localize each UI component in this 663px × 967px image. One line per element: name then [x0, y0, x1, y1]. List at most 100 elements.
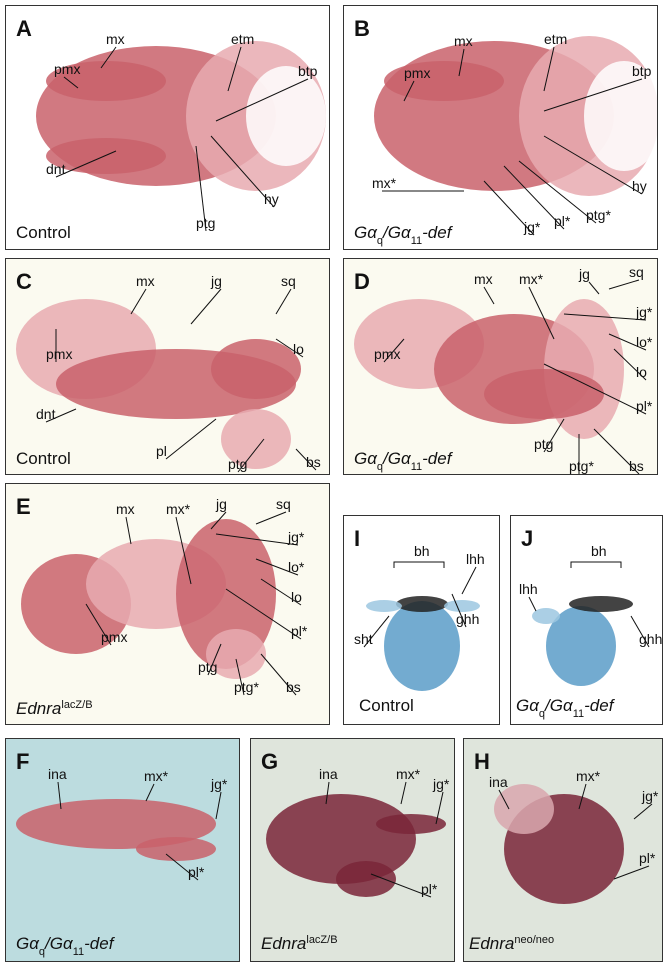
caption-part: -def — [84, 934, 116, 953]
specimen — [484, 369, 604, 419]
annotation-label: bs — [629, 458, 644, 474]
pointer-line — [529, 597, 536, 611]
panel-caption: EdnralacZ/B — [261, 934, 338, 953]
annotation-label: mx* — [372, 175, 397, 191]
pointer-line — [166, 419, 216, 459]
specimen — [569, 596, 633, 612]
annotation-label: pmx — [54, 61, 80, 77]
annotation-label: dnt — [36, 406, 56, 422]
annotation-label: hy — [632, 178, 647, 194]
annotation-label: lo — [636, 364, 647, 380]
specimen — [376, 814, 446, 834]
annotation-label: lo* — [636, 334, 653, 350]
panel-caption: Control — [16, 223, 71, 242]
caption-part: lacZ/B — [306, 934, 337, 946]
caption-part: /Gα — [382, 223, 412, 242]
annotation-label: ptg* — [234, 679, 259, 695]
annotation-label: ptg — [196, 215, 215, 231]
panel-letter: J — [521, 526, 533, 551]
bracket — [394, 562, 444, 568]
caption-part: Gα — [354, 449, 378, 468]
caption-part: -def — [422, 223, 454, 242]
panel-caption: Gαq/Gα11-def — [354, 223, 454, 247]
panel-caption: Ednraneo/neo — [469, 934, 554, 953]
pointer-line — [126, 517, 131, 544]
pointer-line — [276, 289, 291, 314]
annotation-label: jg* — [287, 529, 305, 545]
caption-part: Control — [359, 696, 414, 715]
specimen — [396, 596, 448, 612]
annotation-label: jg* — [210, 776, 228, 792]
annotation-label: lhh — [466, 551, 485, 567]
annotation-label: mx* — [576, 768, 601, 784]
annotation-label: etm — [544, 31, 567, 47]
panel-letter: A — [16, 16, 32, 41]
annotation-label: pmx — [46, 346, 72, 362]
caption-part: neo/neo — [514, 934, 554, 946]
caption-part: Gα — [516, 696, 540, 715]
annotation-label: mx — [106, 31, 125, 47]
pointer-line — [609, 280, 639, 289]
specimen — [246, 66, 326, 166]
annotation-label: lhh — [519, 581, 538, 597]
annotation-label: sht — [354, 631, 373, 647]
specimen — [366, 600, 402, 612]
pointer-line — [484, 287, 494, 304]
annotation-label: mx — [474, 271, 493, 287]
panel: IbhlhhshtghhControl — [343, 515, 500, 725]
annotation-label: ghh — [639, 631, 662, 647]
annotation-label: ptg — [228, 456, 247, 472]
annotation-label: pl* — [291, 623, 308, 639]
annotation-label: ptg* — [586, 207, 611, 223]
pointer-line — [589, 282, 599, 294]
annotation-label: mx* — [166, 501, 191, 517]
specimen — [211, 339, 301, 399]
annotation-label: dnt — [46, 161, 66, 177]
annotation-label: jg* — [635, 304, 653, 320]
panel-image: Dmxmx*jgsqjg*lo*lopmxpl*ptgptg*bsGαq/Gα1… — [344, 259, 657, 474]
annotation-label: pl — [156, 443, 167, 459]
pointer-line — [256, 512, 286, 524]
caption-part: -def — [422, 449, 454, 468]
panel-letter: D — [354, 269, 370, 294]
panel: Hinamx*jg*pl*Ednraneo/neo — [463, 738, 663, 962]
annotation-label: sq — [276, 496, 291, 512]
panel-image: CmxjgsqpmxlodntplptgbsControl — [6, 259, 329, 474]
annotation-label: pmx — [101, 629, 127, 645]
panel-caption: Gαq/Gα11-def — [354, 449, 454, 473]
annotation-label: mx — [116, 501, 135, 517]
panel-letter: H — [474, 749, 490, 774]
annotation-label: mx* — [396, 766, 421, 782]
caption-part: /Gα — [382, 449, 412, 468]
annotation-label: jg — [578, 266, 590, 282]
annotation-label: ptg — [198, 659, 217, 675]
annotation-label: bh — [591, 543, 607, 559]
annotation-label: sq — [629, 264, 644, 280]
caption-part: Ednra — [469, 934, 514, 953]
pointer-line — [401, 782, 406, 804]
panel-letter: G — [261, 749, 278, 774]
figure: ApmxmxetmbtpdntptghyControlBmxetmpmxbtpm… — [0, 0, 663, 967]
specimen — [136, 837, 216, 861]
annotation-label: jg — [215, 496, 227, 512]
caption-part: lacZ/B — [61, 699, 92, 711]
annotation-label: ptg — [534, 436, 553, 452]
panel-letter: E — [16, 494, 31, 519]
caption-part: 11 — [411, 235, 422, 247]
annotation-label: bs — [306, 454, 321, 470]
panel-image: IbhlhhshtghhControl — [344, 516, 499, 724]
panel: CmxjgsqpmxlodntplptgbsControl — [5, 258, 330, 475]
panel-letter: B — [354, 16, 370, 41]
panel-caption: Gαq/Gα11-def — [516, 696, 616, 720]
pointer-line — [146, 784, 154, 801]
annotation-label: pmx — [404, 65, 430, 81]
annotation-label: lo — [291, 589, 302, 605]
caption-part: Control — [16, 449, 71, 468]
annotation-label: etm — [231, 31, 254, 47]
annotation-label: jg* — [523, 219, 541, 235]
